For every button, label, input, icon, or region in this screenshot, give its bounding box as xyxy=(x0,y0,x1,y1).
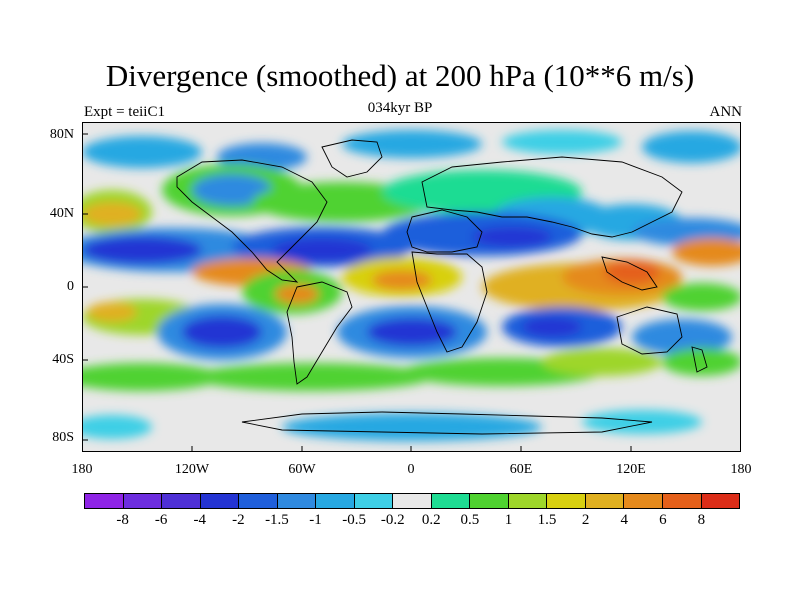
colorbar xyxy=(84,493,740,509)
colorbar-swatch-2 xyxy=(162,494,201,508)
colorbar-swatch-9 xyxy=(431,494,471,508)
experiment-label: Expt = teiiC1 xyxy=(84,104,165,120)
colorbar-label: -1 xyxy=(309,512,322,528)
colorbar-swatch-12 xyxy=(547,494,586,508)
plot-title: Divergence (smoothed) at 200 hPa (10**6 … xyxy=(105,58,695,93)
colorbar-swatch-1 xyxy=(123,494,163,508)
colorbar-label: 2 xyxy=(581,512,590,528)
time-label: 034kyr BP xyxy=(367,100,433,116)
colorbar-label: -0.2 xyxy=(380,512,405,528)
colorbar-swatch-13 xyxy=(585,494,625,508)
colorbar-swatch-15 xyxy=(662,494,702,508)
divergence-map xyxy=(82,122,741,452)
colorbar-label: -6 xyxy=(154,512,168,528)
colorbar-label: 1 xyxy=(504,512,513,528)
colorbar-label: -1.5 xyxy=(265,512,289,528)
colorbar-swatch-6 xyxy=(316,494,355,508)
lon-label-180w: 180 xyxy=(71,462,93,477)
colorbar-label: 8 xyxy=(697,512,706,528)
colorbar-label: 0.2 xyxy=(421,512,441,528)
lon-label-120w: 120W xyxy=(174,462,210,477)
colorbar-swatch-5 xyxy=(277,494,317,508)
colorbar-swatch-0 xyxy=(85,494,124,508)
lon-label-60e: 60E xyxy=(509,462,533,477)
colorbar-swatch-11 xyxy=(508,494,548,508)
colorbar-label: -8 xyxy=(116,512,129,528)
lat-label-40s: 40S xyxy=(52,352,74,367)
lat-label-80n: 80N xyxy=(49,127,74,142)
colorbar-label: 6 xyxy=(659,512,667,528)
colorbar-label: -2 xyxy=(232,512,245,528)
colorbar-swatch-7 xyxy=(354,494,394,508)
lon-label-0: 0 xyxy=(407,462,415,477)
colorbar-label: -0.5 xyxy=(342,512,366,528)
lat-label-80s: 80S xyxy=(52,430,74,445)
colorbar-swatch-8 xyxy=(393,494,432,508)
colorbar-swatch-3 xyxy=(200,494,240,508)
lat-label-40n: 40N xyxy=(49,206,74,221)
lon-label-120e: 120E xyxy=(616,462,646,477)
colorbar-swatch-14 xyxy=(624,494,663,508)
colorbar-label: 1.5 xyxy=(537,512,557,528)
colorbar-label: 4 xyxy=(620,512,628,528)
colorbar-label: 0.5 xyxy=(460,512,480,528)
lon-label-60w: 60W xyxy=(288,462,316,477)
colorbar-swatch-4 xyxy=(239,494,278,508)
colorbar-swatch-16 xyxy=(701,494,740,508)
colorbar-swatch-10 xyxy=(470,494,509,508)
colorbar-label: -4 xyxy=(193,512,207,528)
lon-label-180e: 180 xyxy=(730,462,752,477)
lat-label-0: 0 xyxy=(67,279,74,294)
season-label: ANN xyxy=(709,104,743,120)
